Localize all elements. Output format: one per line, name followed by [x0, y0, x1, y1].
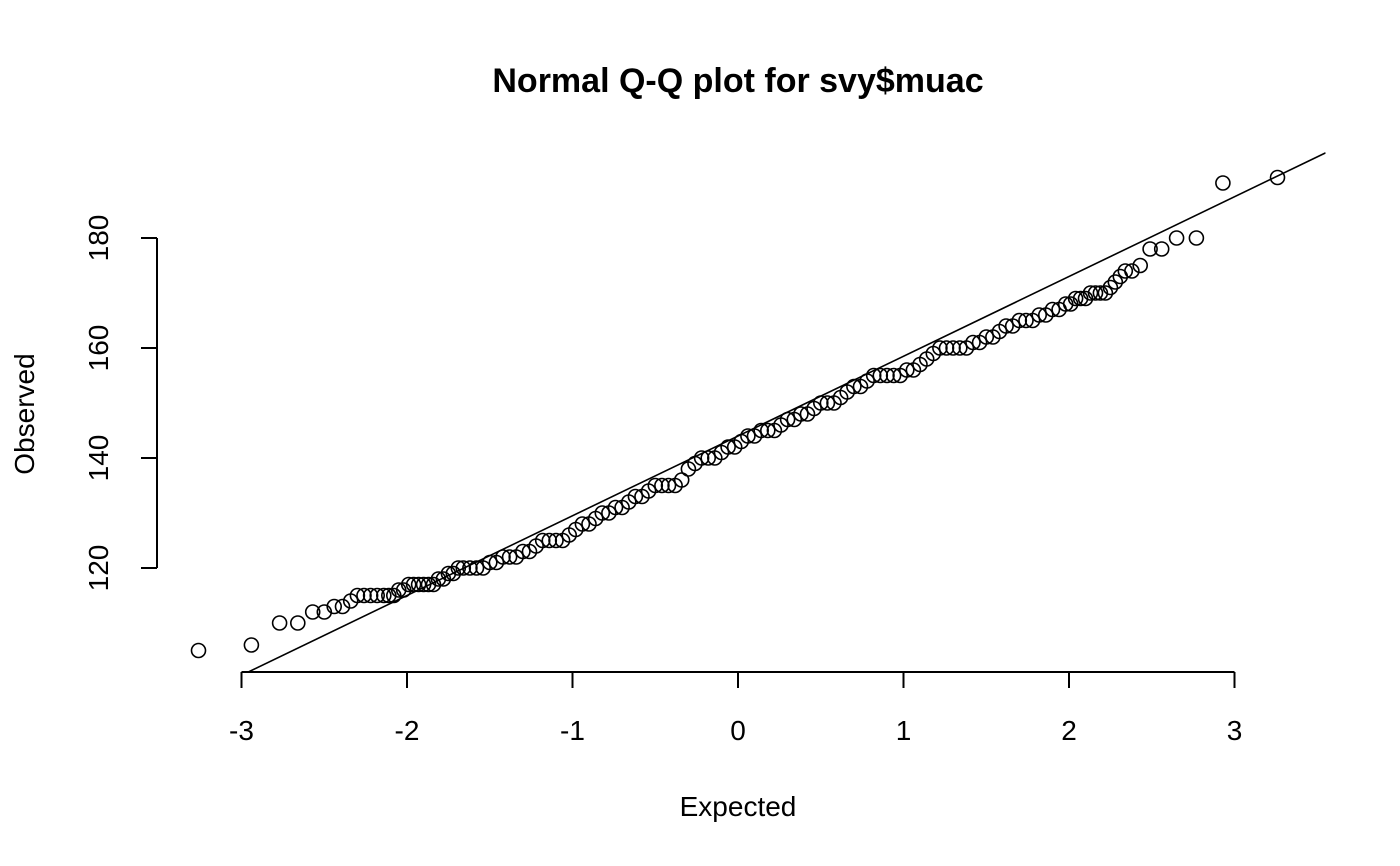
- data-point: [793, 406, 809, 422]
- data-point: [289, 615, 306, 631]
- data-point: [740, 428, 756, 444]
- data-point: [951, 340, 968, 356]
- data-point: [846, 378, 862, 395]
- data-point: [965, 334, 981, 351]
- data-point: [627, 488, 644, 505]
- data-point: [1132, 257, 1148, 274]
- data-point: [468, 560, 485, 576]
- x-tick-label: 3: [1227, 715, 1243, 746]
- data-point: [759, 422, 776, 439]
- data-point: [898, 362, 915, 378]
- data-point: [1153, 241, 1170, 257]
- data-point: [1082, 285, 1099, 301]
- x-tick-label: 0: [730, 715, 746, 746]
- data-point: [1215, 175, 1231, 191]
- y-tick-label: 140: [83, 435, 114, 482]
- data-point: [1269, 169, 1286, 186]
- data-point: [978, 329, 995, 345]
- data-point: [450, 560, 467, 576]
- y-tick-label: 120: [83, 545, 114, 592]
- data-point: [1188, 230, 1205, 246]
- x-tick-label: -2: [395, 715, 420, 746]
- data-point: [819, 395, 836, 411]
- y-tick-label: 160: [83, 325, 114, 372]
- data-point: [998, 318, 1014, 334]
- data-point: [660, 477, 677, 494]
- qq-reference-line: [245, 152, 1326, 673]
- data-point: [574, 516, 591, 532]
- data-point: [885, 367, 902, 384]
- data-point: [334, 598, 351, 615]
- data-point: [415, 576, 432, 593]
- data-point: [1107, 274, 1124, 290]
- data-point: [190, 642, 207, 659]
- data-point: [515, 543, 531, 560]
- x-tick-label: 1: [896, 715, 912, 746]
- data-point: [673, 472, 690, 488]
- plot-area: [190, 152, 1326, 673]
- data-point: [1124, 263, 1140, 279]
- data-point: [1117, 263, 1134, 279]
- data-point: [400, 576, 417, 593]
- data-point: [243, 637, 260, 653]
- y-axis-label: Observed: [9, 353, 40, 474]
- data-point: [1102, 279, 1119, 296]
- data-point: [1018, 312, 1034, 329]
- data-point: [1087, 285, 1104, 301]
- data-point: [481, 554, 498, 571]
- data-point: [304, 604, 321, 620]
- x-tick-label: -1: [560, 715, 585, 746]
- data-point: [362, 587, 379, 604]
- data-point: [326, 598, 343, 615]
- y-axis: 120 140 160 180: [83, 215, 158, 592]
- points-layer: [190, 169, 1286, 659]
- reference-line-layer: [245, 152, 1326, 673]
- x-axis-label: Expected: [680, 791, 797, 822]
- data-point: [369, 587, 386, 604]
- x-tick-label: -3: [229, 715, 254, 746]
- chart-title: Normal Q-Q plot for svy$muac: [492, 62, 983, 100]
- data-point: [271, 615, 288, 631]
- data-point: [1168, 230, 1185, 246]
- data-point: [548, 532, 564, 549]
- data-point: [654, 477, 670, 494]
- data-point: [375, 587, 392, 604]
- data-point: [1031, 307, 1047, 323]
- y-tick-label: 180: [83, 215, 114, 262]
- data-point: [1067, 290, 1084, 307]
- data-point: [700, 450, 717, 466]
- data-point: [410, 576, 427, 593]
- data-point: [594, 505, 611, 521]
- data-point: [720, 439, 736, 455]
- data-point: [1097, 285, 1114, 301]
- data-point: [405, 576, 422, 593]
- data-point: [501, 549, 518, 565]
- data-point: [932, 340, 948, 356]
- data-point: [1142, 241, 1158, 257]
- data-point: [779, 411, 796, 428]
- data-point: [607, 499, 624, 516]
- data-point: [1044, 301, 1061, 318]
- x-tick-label: 2: [1061, 715, 1077, 746]
- x-axis: -3 -2 -1 0 1 2 3: [229, 671, 1243, 746]
